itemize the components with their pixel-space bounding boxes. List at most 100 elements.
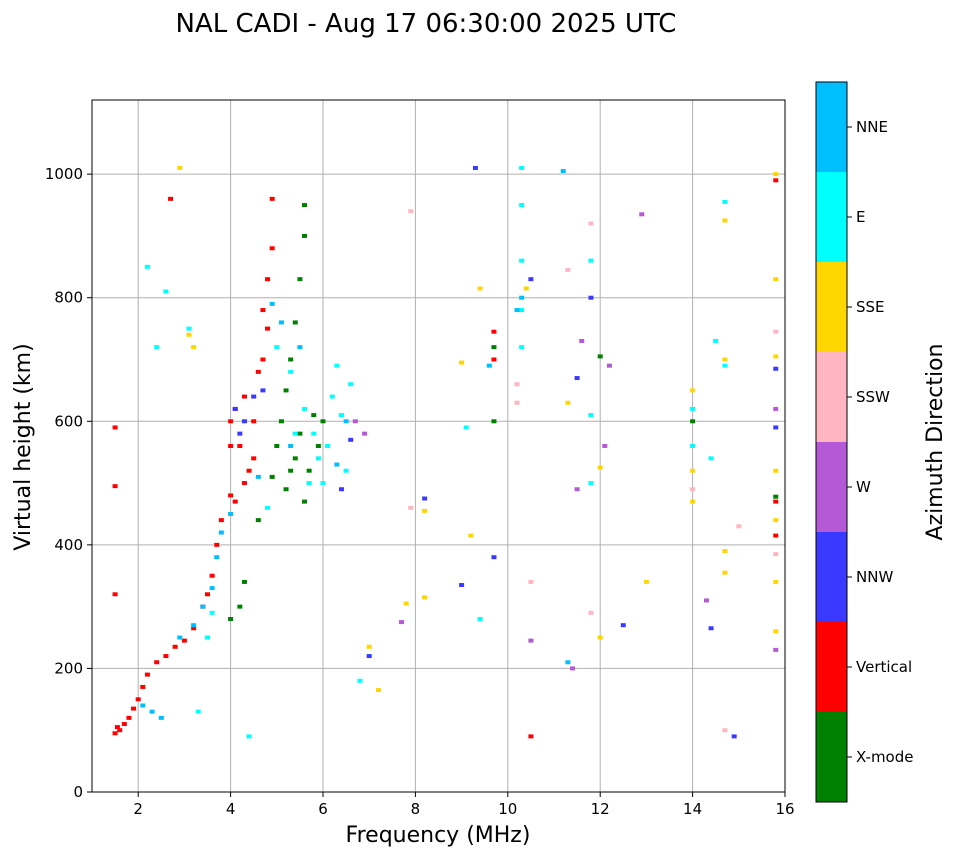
data-point-nnw — [773, 366, 779, 371]
data-point-nnw — [459, 583, 465, 588]
colorbar-segment — [816, 712, 847, 802]
data-point-nnw — [620, 623, 626, 628]
colorbar-label: SSE — [856, 298, 885, 316]
data-point-vertical — [491, 357, 497, 362]
data-point-sse — [773, 354, 779, 359]
data-point-e — [708, 456, 714, 461]
data-point-w — [528, 638, 534, 643]
data-point-nne — [486, 363, 492, 368]
data-point-sse — [773, 579, 779, 584]
colorbar-label: W — [856, 478, 871, 496]
data-point-e — [195, 709, 201, 714]
data-point-x-mode — [278, 419, 284, 424]
data-point-sse — [773, 172, 779, 177]
data-point-vertical — [131, 706, 137, 711]
data-point-w — [602, 444, 608, 448]
data-point-vertical — [121, 722, 127, 727]
data-point-ssw — [588, 221, 594, 226]
data-point-nnw — [588, 295, 594, 300]
data-point-e — [302, 406, 308, 411]
data-point-e — [477, 617, 483, 621]
data-point-nnw — [251, 394, 257, 399]
colorbar-label: E — [856, 208, 865, 226]
data-point-vertical — [265, 326, 271, 331]
colorbar-label: SSW — [856, 388, 890, 406]
data-point-e — [588, 481, 594, 486]
y-axis-label: Virtual height (km) — [11, 343, 36, 550]
data-point-nne — [297, 345, 303, 350]
data-point-nne — [177, 635, 183, 640]
data-point-nnw — [348, 437, 354, 442]
data-point-w — [773, 406, 779, 411]
data-point-ssw — [514, 382, 520, 387]
y-tick-label: 200 — [54, 659, 83, 677]
colorbar-title: Azimuth Direction — [923, 343, 948, 540]
data-point-e — [205, 635, 210, 640]
data-point-nnw — [528, 277, 534, 282]
data-point-vertical — [172, 644, 178, 649]
data-point-nnw — [472, 165, 478, 170]
data-point-nnw — [708, 626, 714, 631]
data-point-sse — [477, 286, 483, 291]
data-point-e — [292, 431, 298, 436]
data-point-ssw — [773, 329, 779, 334]
data-point-e — [463, 425, 469, 430]
data-point-sse — [403, 601, 409, 606]
data-point-vertical — [241, 481, 247, 486]
data-point-ssw — [722, 728, 728, 733]
data-point-nne — [565, 660, 571, 665]
data-point-vertical — [154, 660, 160, 665]
data-point-x-mode — [292, 456, 298, 461]
data-point-x-mode — [288, 468, 294, 473]
data-point-e — [163, 289, 169, 294]
data-point-e — [311, 431, 317, 436]
data-point-ssw — [773, 552, 779, 557]
data-point-nne — [218, 530, 224, 535]
data-point-ssw — [408, 505, 414, 510]
data-point-sse — [773, 277, 779, 282]
y-tick-label: 800 — [54, 289, 83, 307]
data-point-nnw — [338, 487, 344, 492]
data-point-vertical — [228, 419, 234, 424]
data-point-ssw — [528, 579, 534, 584]
x-tick-label: 8 — [411, 800, 421, 818]
data-point-nnw — [491, 555, 497, 560]
data-point-sse — [690, 499, 696, 504]
colorbar-label: Vertical — [856, 658, 912, 676]
data-point-x-mode — [297, 277, 303, 282]
data-point-sse — [773, 518, 779, 523]
data-point-vertical — [260, 357, 266, 362]
data-point-nnw — [260, 388, 266, 393]
data-point-nne — [514, 308, 520, 313]
data-point-nnw — [237, 431, 243, 436]
data-point-nnw — [232, 406, 238, 411]
data-point-vertical — [209, 573, 215, 578]
data-point-w — [569, 666, 575, 671]
data-point-nnw — [366, 654, 372, 659]
data-point-x-mode — [269, 474, 275, 479]
data-point-x-mode — [320, 419, 326, 424]
data-point-vertical — [269, 246, 275, 251]
data-point-vertical — [246, 468, 252, 473]
data-point-e — [722, 199, 728, 204]
data-point-sse — [722, 570, 728, 575]
x-tick-label: 4 — [226, 800, 236, 818]
data-point-vertical — [269, 196, 275, 201]
data-point-sse — [722, 357, 728, 362]
data-point-e — [343, 468, 349, 473]
data-point-x-mode — [297, 431, 303, 436]
x-tick-label: 14 — [683, 800, 702, 818]
data-point-ssw — [588, 610, 594, 615]
data-point-nne — [209, 586, 215, 591]
colorbar-segment — [816, 262, 847, 352]
data-point-vertical — [112, 592, 118, 597]
y-tick-label: 1000 — [45, 165, 83, 183]
data-point-nne — [343, 419, 349, 424]
data-point-x-mode — [283, 487, 289, 492]
data-point-sse — [459, 360, 465, 365]
data-point-e — [690, 406, 696, 411]
data-point-vertical — [773, 533, 779, 538]
data-point-vertical — [163, 654, 169, 659]
data-point-e — [690, 444, 696, 448]
